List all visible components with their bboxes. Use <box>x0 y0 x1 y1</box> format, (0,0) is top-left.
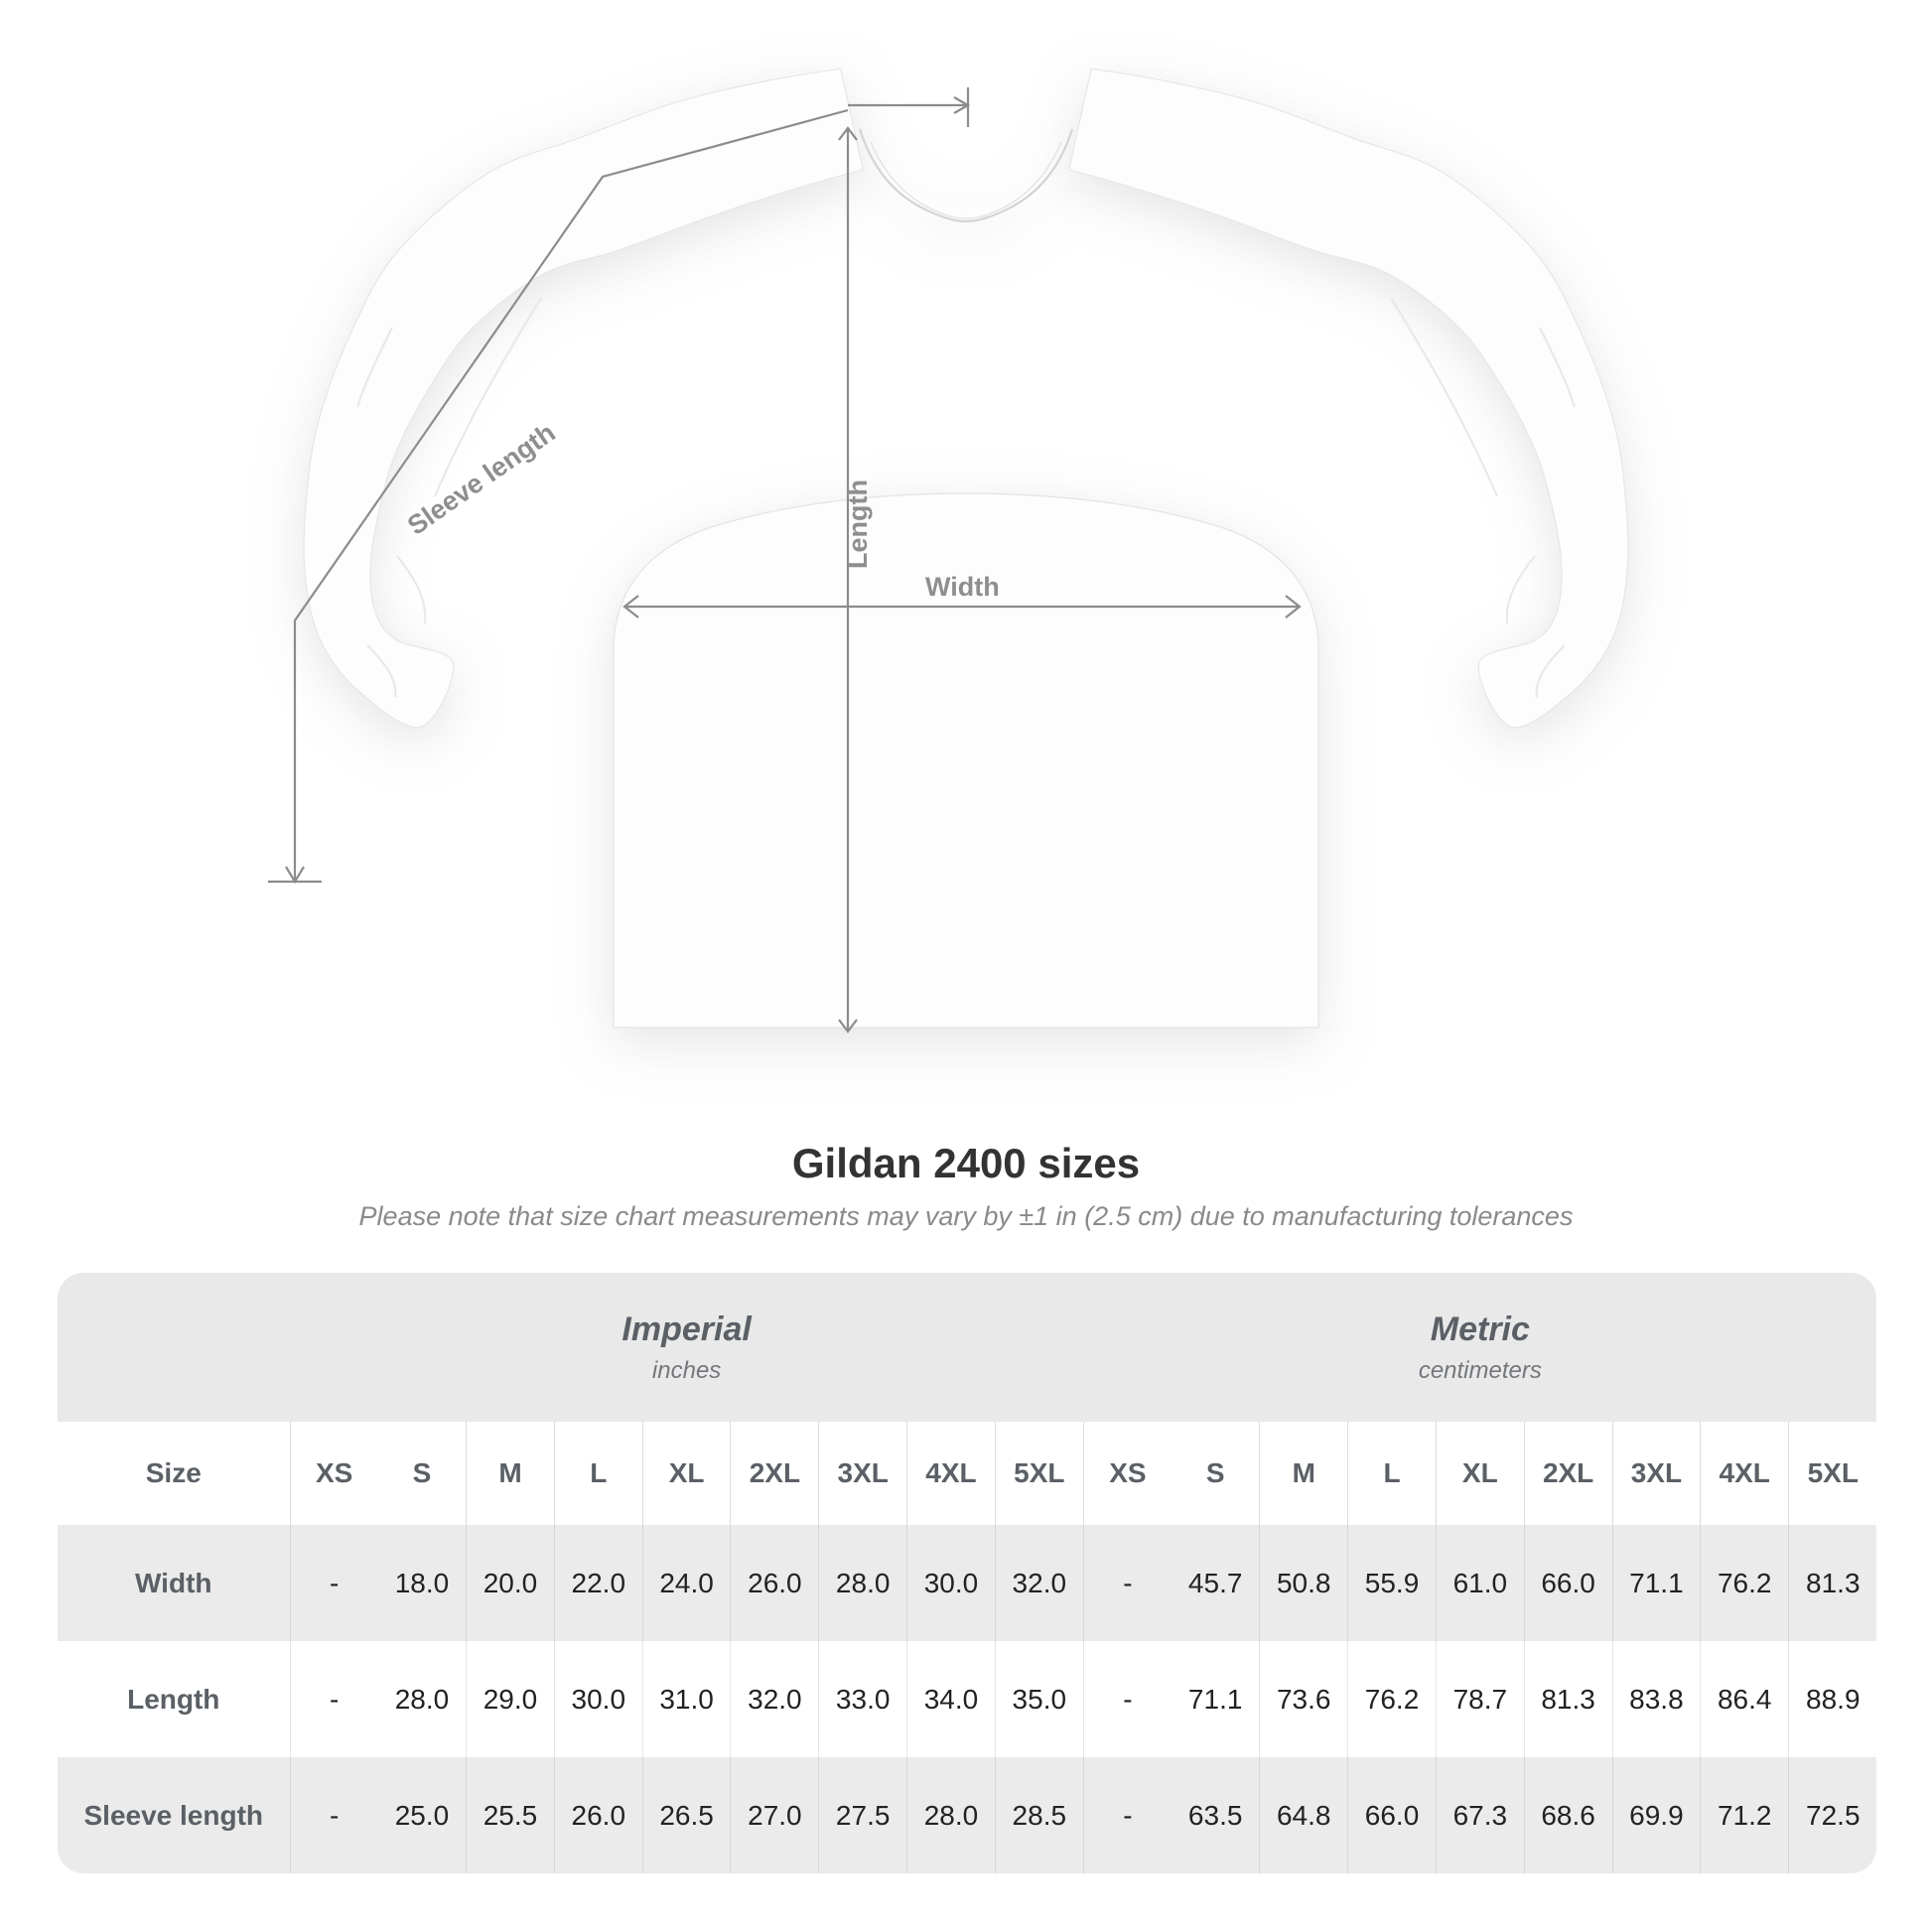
svg-text:Length: Length <box>843 480 873 569</box>
svg-text:Sleeve length: Sleeve length <box>402 417 561 540</box>
svg-text:Width: Width <box>925 572 1000 602</box>
